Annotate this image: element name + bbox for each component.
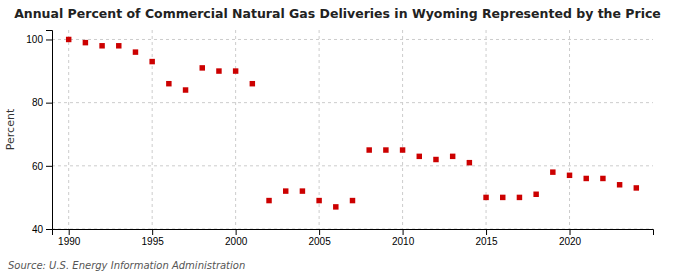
y-tick: 60 [32, 161, 52, 172]
x-tick-label: 2010 [392, 236, 415, 247]
point [583, 176, 588, 181]
grid-line-y [52, 39, 653, 40]
x-tick: 1990 [58, 229, 81, 247]
point [283, 188, 288, 193]
chart: 1990 1995 2000 2005 2010 2015 2020 40 60 80 100 Per… [0, 0, 675, 275]
grid [52, 30, 653, 229]
point [366, 147, 371, 152]
x-tick-mark [152, 229, 153, 235]
grid-line-x [402, 30, 403, 229]
point [450, 154, 455, 159]
source: Source: U.S. Energy Information Administ… [8, 260, 245, 271]
plot-area: 1990 1995 2000 2005 2010 2015 2020 40 60 80 100 [26, 30, 653, 247]
point [133, 49, 138, 54]
point [617, 182, 622, 187]
point [550, 169, 555, 174]
point [600, 176, 605, 181]
x-tick-mark [236, 229, 237, 235]
point [300, 188, 305, 193]
point [634, 185, 639, 190]
grid-line-y [52, 165, 653, 166]
x-tick-mark [486, 229, 487, 235]
x-tick-mark [570, 229, 571, 235]
x-tick-label: 2015 [475, 236, 498, 247]
point [533, 192, 538, 197]
x-tick-label: 1990 [58, 236, 81, 247]
y-axis-line [46, 31, 53, 230]
y-tick-label: 100 [26, 34, 43, 45]
x-tick-mark [403, 229, 404, 235]
y-axis: 40 60 80 100 [26, 31, 52, 235]
y-axis-title: Percent [4, 108, 17, 150]
y-tick-mark [46, 166, 52, 167]
points [66, 37, 639, 210]
point [400, 147, 405, 152]
point [266, 198, 271, 203]
x-tick: 2000 [225, 229, 248, 247]
x-axis-line [53, 230, 654, 236]
point [417, 154, 422, 159]
y-tick-mark [46, 229, 52, 230]
x-tick-label: 2020 [559, 236, 582, 247]
grid-line-x [68, 30, 69, 229]
point [200, 65, 205, 70]
point [467, 160, 472, 165]
point [250, 81, 255, 86]
x-tick-mark [319, 229, 320, 235]
x-tick-mark [69, 229, 70, 235]
point [166, 81, 171, 86]
point [149, 59, 154, 64]
y-tick: 40 [32, 224, 52, 235]
point [517, 195, 522, 200]
point [383, 147, 388, 152]
point [567, 173, 572, 178]
y-tick-label: 40 [32, 224, 44, 235]
y-tick-mark [46, 39, 52, 40]
point [116, 43, 121, 48]
point [66, 37, 71, 42]
y-tick-label: 60 [32, 161, 44, 172]
point [350, 198, 355, 203]
y-tick: 100 [26, 34, 52, 45]
x-axis: 1990 1995 2000 2005 2010 2015 2020 [53, 229, 654, 247]
y-tick-label: 80 [32, 97, 44, 108]
x-tick-label: 2000 [225, 236, 248, 247]
x-tick: 2015 [475, 229, 498, 247]
grid-line-x [235, 30, 236, 229]
x-tick-label: 1995 [142, 236, 165, 247]
point [316, 198, 321, 203]
point [333, 204, 338, 209]
y-tick: 80 [32, 97, 52, 108]
point [233, 68, 238, 73]
point [483, 195, 488, 200]
x-tick: 2020 [559, 229, 582, 247]
point [183, 87, 188, 92]
grid-line-y [52, 102, 653, 103]
grid-line-x [569, 30, 570, 229]
point [216, 68, 221, 73]
x-tick-label: 2005 [308, 236, 331, 247]
point [83, 40, 88, 45]
title: Annual Percent of Commercial Natural Gas… [14, 6, 661, 21]
point [99, 43, 104, 48]
x-tick: 2010 [392, 229, 415, 247]
y-tick-mark [46, 103, 52, 104]
point [433, 157, 438, 162]
point [500, 195, 505, 200]
x-tick: 2005 [308, 229, 331, 247]
x-tick: 1995 [142, 229, 165, 247]
